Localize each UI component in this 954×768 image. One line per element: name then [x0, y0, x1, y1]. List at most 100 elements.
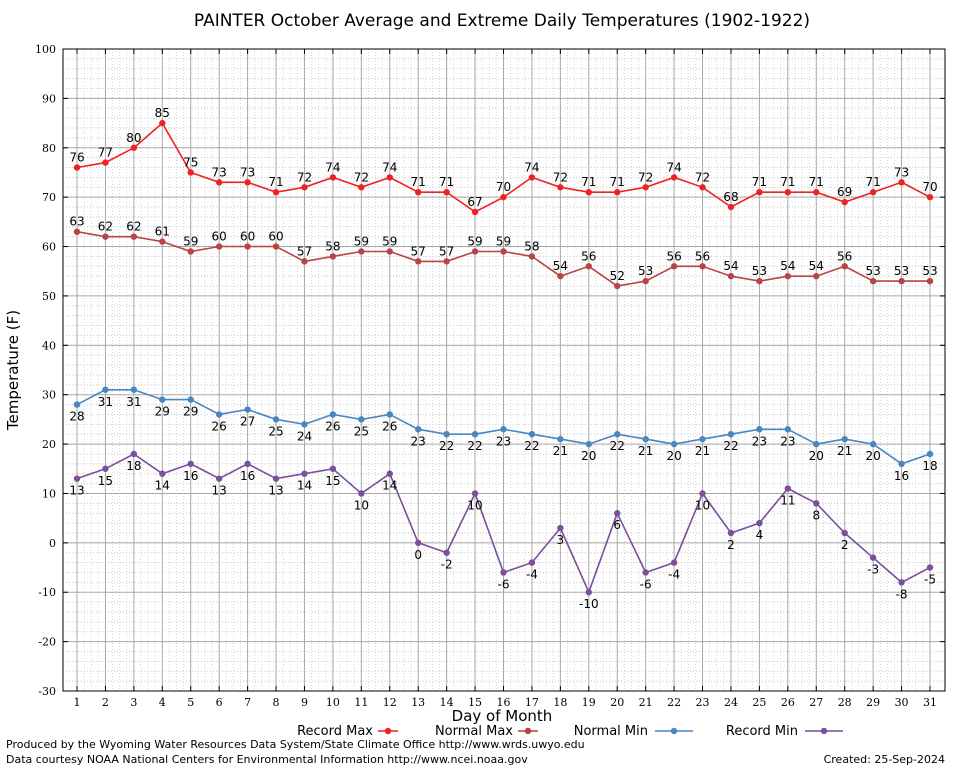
data-label: 25	[354, 424, 369, 438]
data-label: 58	[524, 239, 539, 253]
record-max-point	[301, 184, 308, 191]
data-label: 69	[837, 185, 852, 199]
data-label: 54	[723, 259, 738, 273]
y-tick-label: 70	[42, 191, 56, 204]
record-min-point	[386, 470, 393, 477]
y-tick-label: 60	[42, 241, 56, 254]
x-tick-label: 19	[582, 696, 596, 709]
x-tick-label: 10	[326, 696, 340, 709]
normal-min-point	[386, 411, 393, 418]
record-min-series: 13 15 18 14 16 13 16 13 14 15 10 14 0 -2 10 -6 -4 3 -10 6 -6…	[69, 450, 936, 611]
normal-max-point	[301, 258, 308, 265]
y-tick-label: 30	[42, 389, 56, 402]
data-label: 60	[212, 230, 227, 244]
record-min-point	[187, 460, 194, 468]
record-max-point	[699, 184, 706, 191]
record-min-point	[329, 465, 337, 472]
data-label: 29	[155, 405, 170, 419]
data-label: 71	[752, 175, 767, 189]
data-label: 14	[155, 479, 170, 493]
chart-title: PAINTER October Average and Extreme Dail…	[194, 11, 810, 31]
record-max-point	[557, 184, 564, 191]
x-tick-label: 13	[411, 696, 425, 709]
record-min-point	[727, 529, 735, 537]
normal-min-point	[585, 440, 592, 448]
data-label: 53	[638, 264, 653, 278]
record-max-point	[443, 189, 450, 196]
normal-min-point	[329, 411, 337, 418]
record-min-point	[898, 579, 905, 586]
x-tick-label: 11	[354, 696, 368, 709]
y-tick-label: -30	[38, 685, 56, 698]
y-tick-label: -10	[38, 586, 56, 599]
record-max-point	[500, 193, 507, 201]
data-label: 74	[524, 160, 539, 174]
normal-min-point	[614, 431, 621, 438]
data-label: 59	[467, 234, 482, 248]
record-min-point	[130, 450, 138, 458]
data-label: 20	[809, 449, 824, 463]
normal-min-point	[159, 396, 166, 403]
normal-max-point	[699, 263, 706, 270]
record-min-point	[159, 470, 166, 477]
normal-max-point	[898, 277, 905, 285]
normal-min-point	[727, 431, 735, 438]
x-tick-label: 18	[553, 696, 567, 709]
record-max-point	[329, 174, 337, 181]
data-label: 15	[325, 474, 340, 488]
normal-min-point	[841, 435, 848, 443]
data-label: 27	[240, 415, 255, 429]
x-tick-label: 21	[639, 696, 653, 709]
normal-min-point	[272, 416, 280, 423]
data-label: 72	[354, 170, 369, 184]
legend: Record Max Normal Max Normal Min Record Min	[297, 724, 843, 739]
normal-max-point	[471, 248, 479, 255]
data-label: -4	[668, 568, 680, 582]
normal-min-point	[415, 426, 422, 433]
y-tick-label: 20	[42, 438, 56, 451]
data-label: 11	[780, 494, 795, 508]
data-courtesy-credit: Data courtesy NOAA National Centers for …	[6, 753, 528, 766]
data-label: 85	[155, 106, 170, 120]
record-max-point	[130, 144, 138, 151]
record-max-point	[159, 119, 166, 127]
record-max-point	[727, 203, 735, 211]
normal-max-legend-label: Normal Max	[435, 724, 513, 739]
data-label: 54	[780, 259, 795, 273]
data-label: 70	[496, 180, 511, 194]
data-label: 72	[297, 170, 312, 184]
normal-max-point	[500, 248, 507, 255]
normal-max-point	[670, 263, 678, 270]
data-label: 23	[411, 434, 426, 448]
normal-max-point	[727, 272, 735, 280]
data-label: 57	[439, 244, 454, 258]
data-label: 16	[240, 469, 255, 483]
record-max-point	[898, 179, 905, 186]
record-min-legend-marker	[820, 727, 828, 735]
y-axis-title: Temperature (F)	[4, 310, 22, 431]
normal-min-point	[756, 426, 763, 433]
data-label: 23	[496, 434, 511, 448]
data-label: 53	[922, 264, 937, 278]
record-max-point	[102, 159, 109, 166]
data-label: 14	[382, 479, 397, 493]
x-tick-label: 14	[440, 696, 454, 709]
data-label: 57	[297, 244, 312, 258]
x-tick-label: 23	[696, 696, 710, 709]
normal-min-point	[813, 440, 820, 448]
data-label: 21	[837, 444, 852, 458]
data-label: 57	[411, 244, 426, 258]
record-max-point	[528, 174, 536, 181]
normal-min-point	[500, 426, 507, 433]
data-label: 60	[240, 230, 255, 244]
normal-max-point	[926, 277, 934, 285]
record-min-point	[784, 485, 792, 492]
normal-max-point	[443, 258, 450, 265]
data-label: 56	[581, 249, 596, 263]
data-label: 22	[439, 439, 454, 453]
x-tick-label: 26	[781, 696, 795, 709]
data-label: 23	[780, 434, 795, 448]
normal-max-point	[784, 272, 792, 280]
data-label: 75	[183, 155, 198, 169]
